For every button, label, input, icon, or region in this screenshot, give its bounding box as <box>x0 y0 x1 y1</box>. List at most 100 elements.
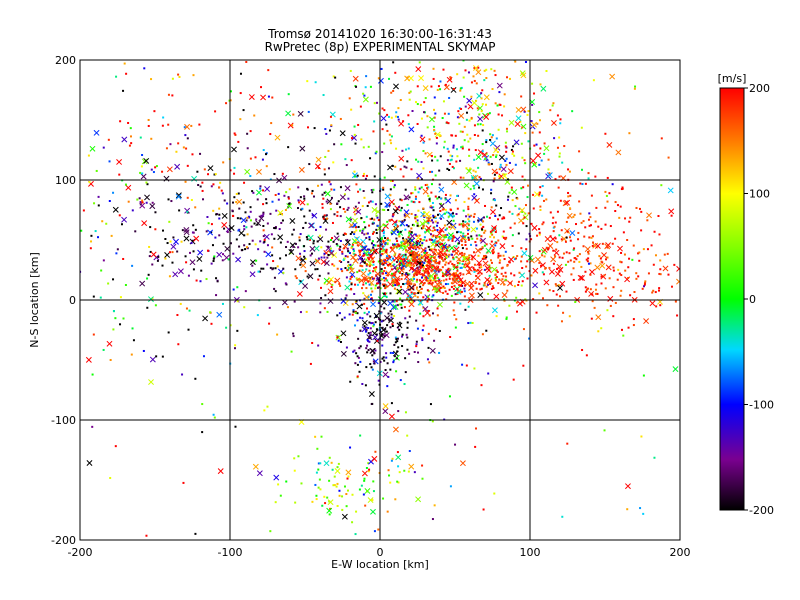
data-point <box>628 132 631 135</box>
data-point <box>435 142 438 145</box>
data-point <box>475 269 478 272</box>
data-point <box>433 248 436 251</box>
data-point <box>657 289 660 292</box>
data-point <box>447 112 450 115</box>
data-point <box>351 521 354 524</box>
data-point <box>442 246 445 249</box>
data-point <box>455 272 458 275</box>
data-point-x <box>173 238 179 245</box>
data-point-x <box>453 250 460 256</box>
data-point <box>392 61 395 64</box>
data-point-x <box>256 470 263 477</box>
data-point <box>256 223 259 226</box>
data-point <box>505 157 508 160</box>
data-point <box>366 204 369 207</box>
data-point <box>222 253 225 256</box>
data-point <box>410 200 413 203</box>
data-point <box>370 283 373 286</box>
data-point <box>371 290 374 293</box>
data-point <box>398 260 401 263</box>
data-point-x <box>514 121 521 127</box>
data-point <box>464 241 467 244</box>
data-point-x <box>422 188 429 195</box>
data-point <box>402 261 405 264</box>
data-point <box>375 333 378 336</box>
data-point <box>396 480 399 483</box>
data-point <box>488 264 491 267</box>
data-point <box>419 238 422 241</box>
data-point <box>426 264 429 267</box>
data-point <box>599 257 602 260</box>
data-point <box>504 278 507 281</box>
data-point <box>521 156 524 159</box>
data-point <box>323 256 326 259</box>
data-point <box>424 249 427 252</box>
data-point <box>400 258 403 261</box>
data-point <box>361 269 364 272</box>
data-point-x <box>325 245 332 252</box>
data-point <box>416 222 419 225</box>
data-point <box>358 347 361 350</box>
data-point <box>119 323 122 326</box>
data-point <box>475 244 478 247</box>
data-point <box>443 140 446 143</box>
data-point-x <box>430 241 437 248</box>
data-point <box>286 306 289 309</box>
data-point <box>375 282 378 285</box>
data-point <box>552 216 555 219</box>
data-point <box>486 283 489 286</box>
data-point-x <box>309 260 316 267</box>
data-point <box>400 306 403 309</box>
data-point <box>370 249 373 252</box>
data-point <box>452 167 455 170</box>
data-point <box>293 469 296 472</box>
data-point <box>323 191 326 194</box>
data-point <box>407 295 410 298</box>
data-point <box>395 370 398 373</box>
data-point <box>654 254 657 257</box>
data-point <box>469 167 472 170</box>
data-point <box>379 360 382 363</box>
data-point <box>338 494 341 497</box>
data-point-x <box>569 230 576 236</box>
data-point <box>422 211 425 214</box>
data-point <box>642 374 645 377</box>
data-point <box>448 395 451 398</box>
data-point-x <box>324 190 331 197</box>
data-point <box>154 166 157 169</box>
data-point <box>307 110 310 113</box>
data-point <box>322 217 325 220</box>
data-point-x <box>323 260 330 267</box>
data-point <box>353 231 356 234</box>
data-point <box>388 204 391 207</box>
data-point <box>658 272 661 275</box>
data-point <box>405 148 408 151</box>
data-point <box>452 234 455 237</box>
data-point <box>380 236 383 239</box>
data-point <box>520 284 523 287</box>
data-point <box>460 223 463 226</box>
data-point <box>379 243 382 246</box>
data-point <box>165 147 168 150</box>
data-point <box>525 204 528 207</box>
data-point-x <box>216 251 223 258</box>
data-point <box>585 354 588 357</box>
data-point <box>210 322 213 325</box>
data-point <box>395 300 398 303</box>
data-point <box>154 304 157 307</box>
data-point <box>629 294 632 297</box>
data-point-x <box>672 366 679 373</box>
data-point <box>373 175 376 178</box>
data-point-x <box>252 463 259 470</box>
data-point <box>480 384 483 387</box>
data-point <box>372 231 375 234</box>
data-point <box>546 248 549 251</box>
data-point <box>262 229 265 232</box>
data-point-x <box>308 222 315 229</box>
data-point <box>393 253 396 256</box>
data-point <box>633 290 636 293</box>
data-point <box>421 464 424 467</box>
data-point <box>578 253 581 256</box>
data-point <box>134 230 137 233</box>
data-point <box>432 277 435 280</box>
